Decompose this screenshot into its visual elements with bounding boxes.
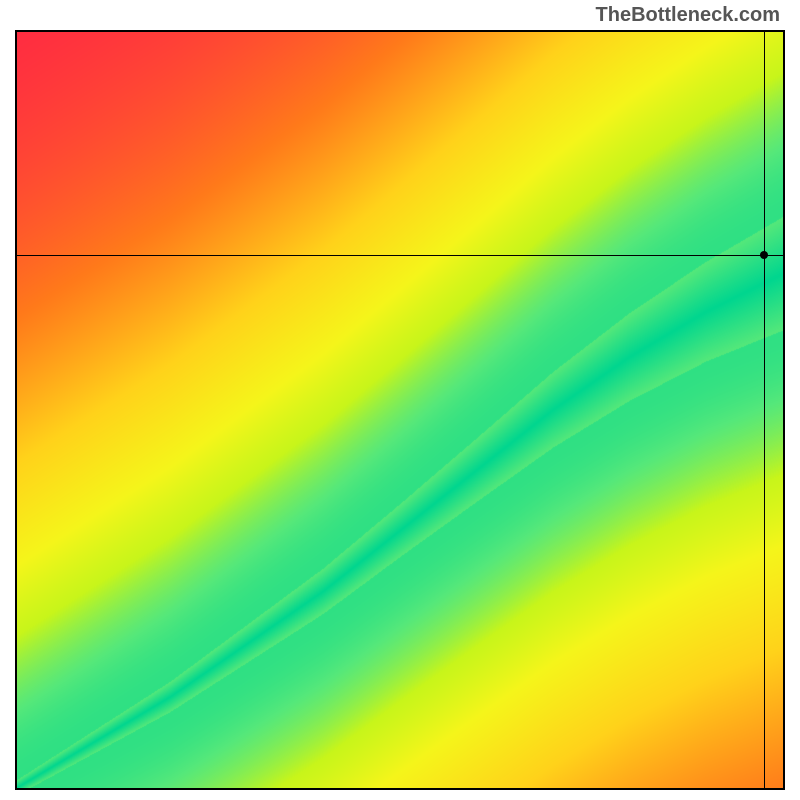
bottleneck-heatmap — [15, 30, 785, 790]
crosshair-horizontal-line — [17, 255, 783, 256]
crosshair-marker-dot — [760, 251, 768, 259]
heatmap-canvas — [17, 32, 783, 788]
watermark-text: TheBottleneck.com — [596, 4, 780, 27]
crosshair-vertical-line — [764, 32, 765, 788]
